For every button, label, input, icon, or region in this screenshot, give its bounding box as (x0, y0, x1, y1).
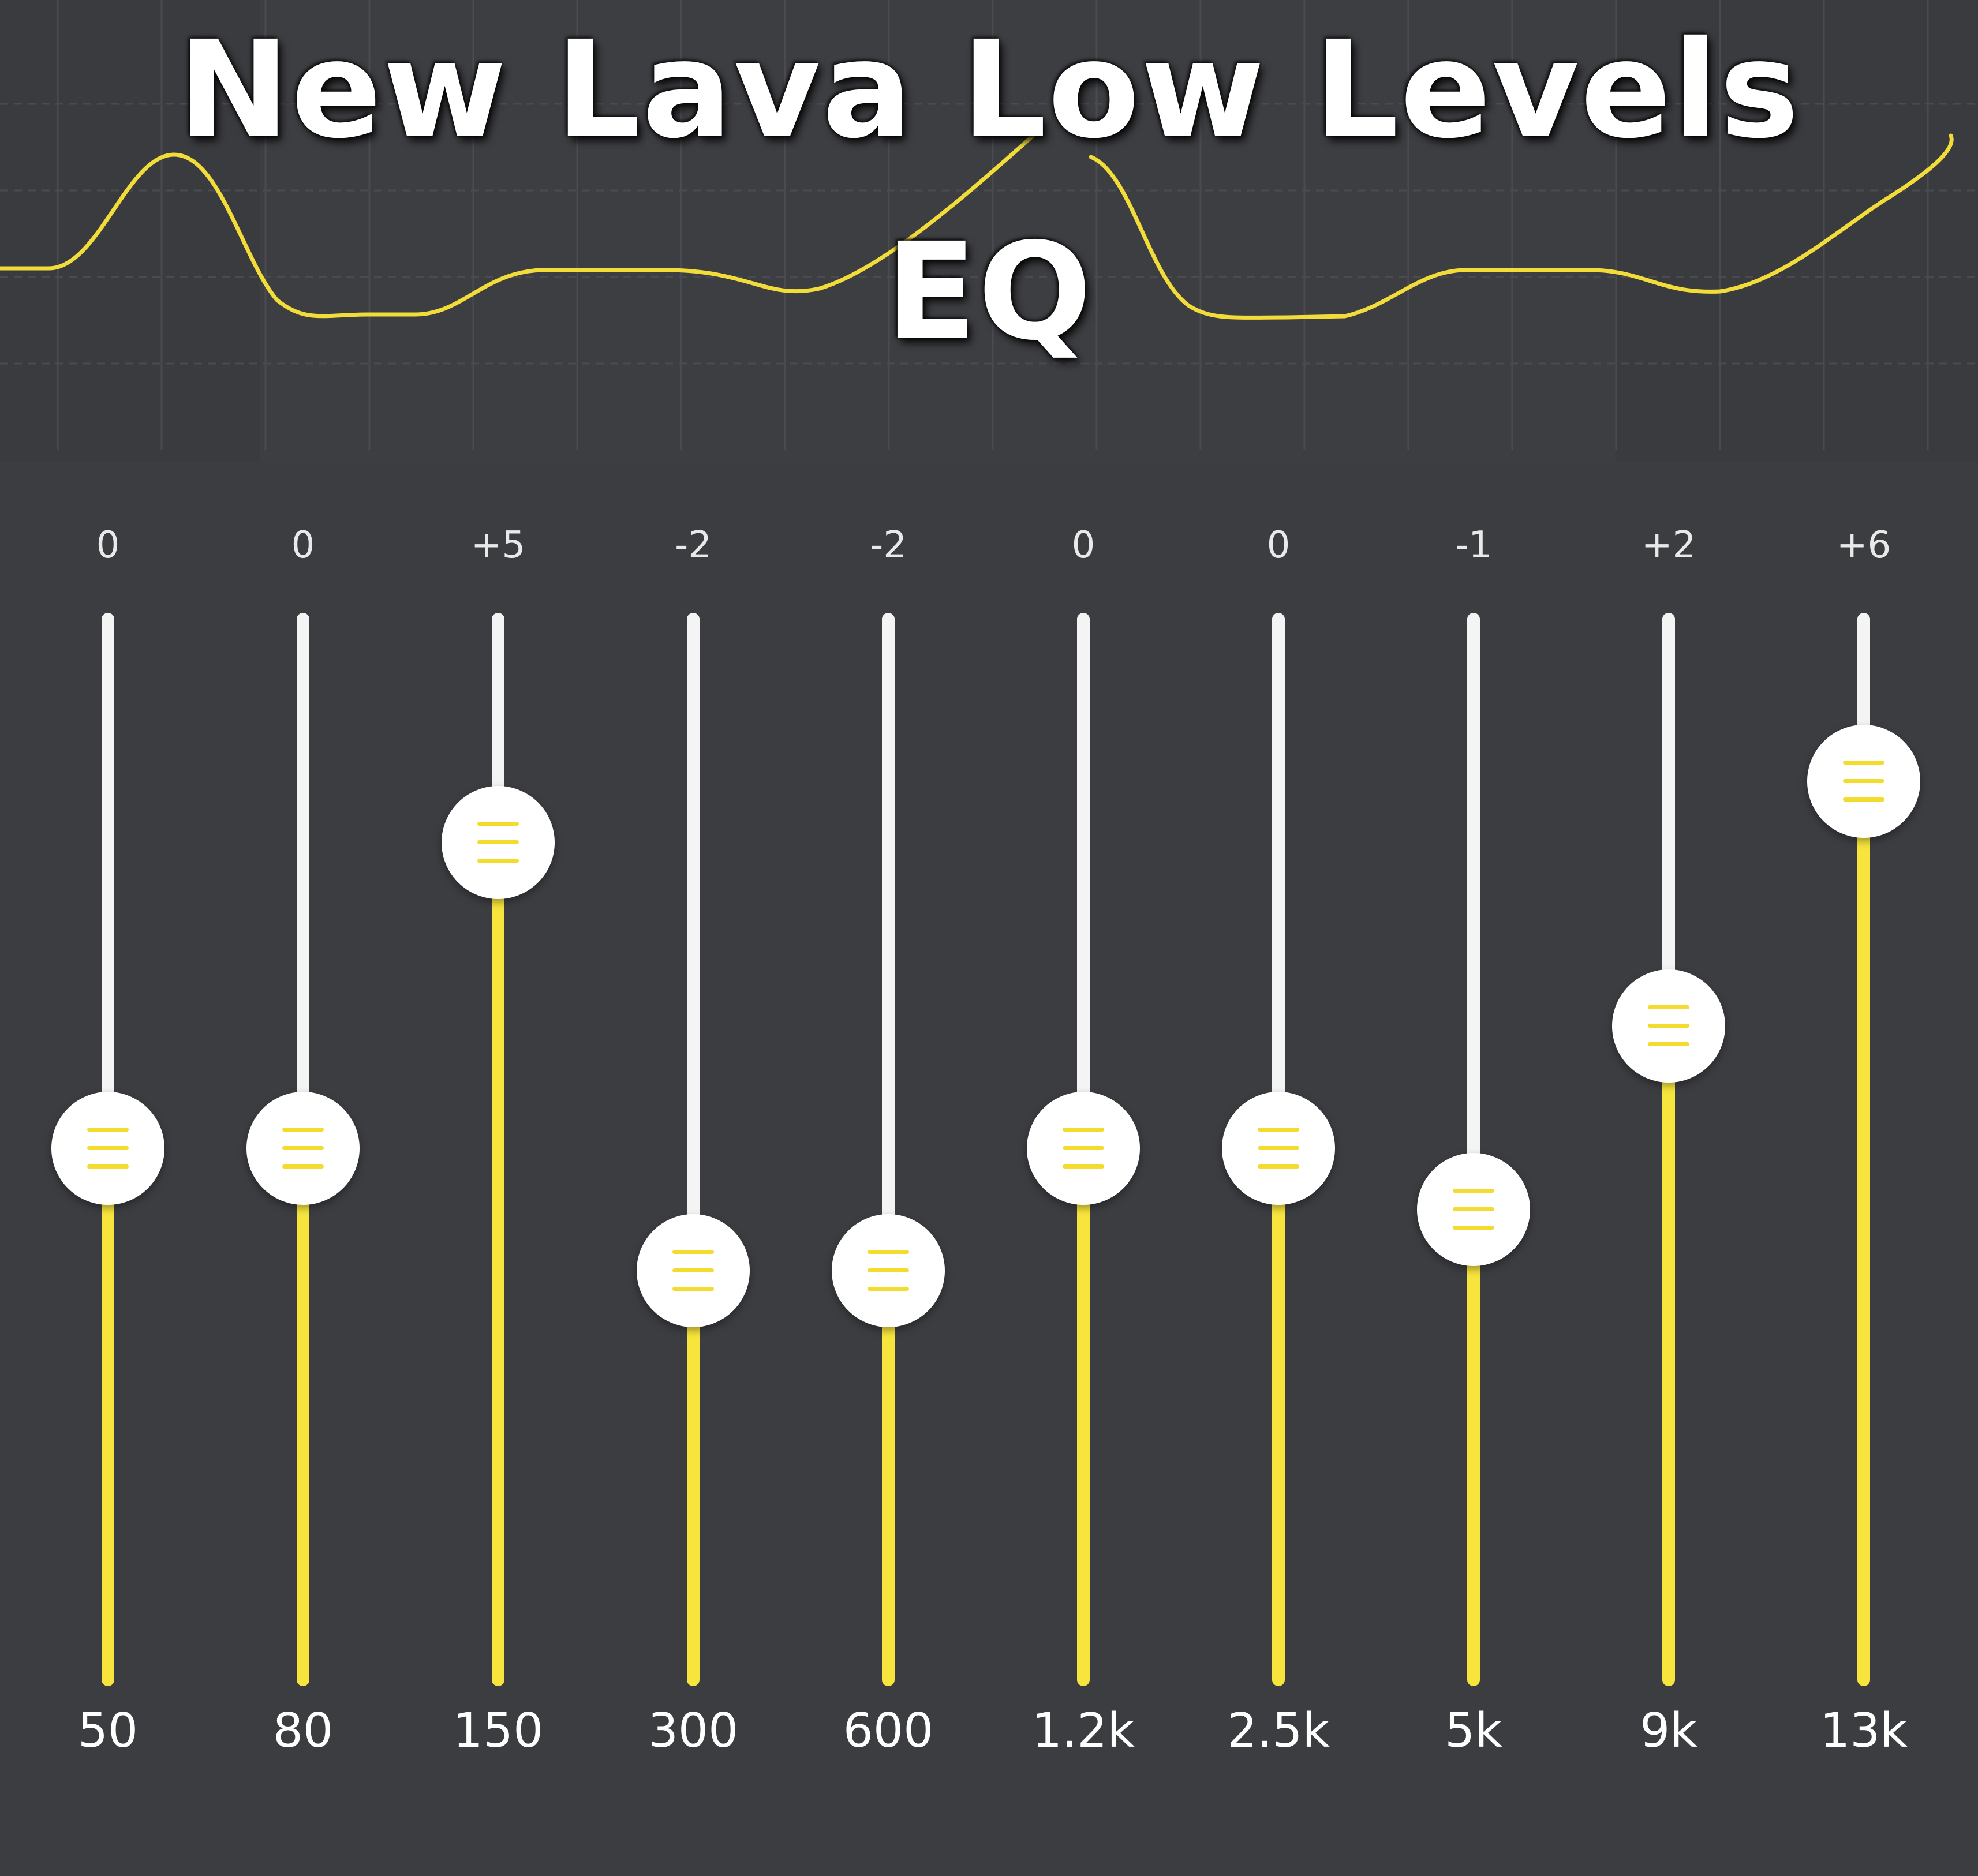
eq-band-150: +5 150 (423, 462, 573, 1876)
gain-value-label: -2 (870, 524, 907, 567)
grip-lines-icon (87, 1146, 129, 1150)
grip-lines-icon (282, 1164, 324, 1169)
slider-track-fill[interactable] (1857, 781, 1870, 1686)
slider-track-fill[interactable] (687, 1271, 700, 1686)
eq-band-9k: +2 9k (1594, 462, 1744, 1876)
frequency-label: 600 (843, 1703, 934, 1758)
eq-band-600: -2 600 (813, 462, 963, 1876)
slider-track-fill[interactable] (1077, 1148, 1090, 1686)
page-title: New Lava Low Levels (177, 12, 1801, 168)
eq-curve (0, 133, 1954, 320)
grip-lines-icon (1258, 1146, 1299, 1150)
slider-track-fill[interactable] (1662, 1026, 1675, 1686)
eq-response-graph: New Lava Low Levels EQ (0, 0, 1978, 462)
eq-band-80: 0 80 (228, 462, 378, 1876)
grip-lines-icon (672, 1268, 714, 1272)
grip-lines-icon (672, 1250, 714, 1254)
slider-knob[interactable] (1027, 1092, 1140, 1205)
grip-lines-icon (477, 840, 519, 844)
grip-lines-icon (1063, 1164, 1104, 1169)
grip-lines-icon (477, 822, 519, 826)
slider-knob[interactable] (51, 1092, 164, 1205)
grip-lines-icon (868, 1250, 909, 1254)
frequency-label: 2.5k (1227, 1703, 1330, 1758)
page-subtitle: EQ (885, 214, 1093, 370)
slider-track-fill[interactable] (492, 842, 504, 1686)
slider-track-upper[interactable] (882, 613, 895, 1271)
slider-track-fill[interactable] (1272, 1148, 1285, 1686)
gain-value-label: -2 (675, 524, 712, 567)
eq-band-5k: -1 5k (1399, 462, 1549, 1876)
slider-track-upper[interactable] (1467, 613, 1480, 1210)
eq-curve-canvas (0, 0, 1978, 462)
grip-lines-icon (1843, 797, 1884, 802)
grip-lines-icon (282, 1128, 324, 1132)
grip-lines-icon (1453, 1226, 1494, 1230)
gain-value-label: 0 (1071, 524, 1095, 567)
eq-band-2.5k: 0 2.5k (1203, 462, 1353, 1876)
gain-value-label: 0 (1266, 524, 1291, 567)
frequency-label: 1.2k (1032, 1703, 1135, 1758)
slider-knob[interactable] (1222, 1092, 1335, 1205)
slider-knob[interactable] (442, 786, 555, 899)
slider-knob[interactable] (246, 1092, 360, 1205)
gain-value-label: -1 (1455, 524, 1492, 567)
slider-knob[interactable] (1807, 725, 1920, 838)
grip-lines-icon (868, 1268, 909, 1272)
gain-value-label: 0 (96, 524, 120, 567)
grip-lines-icon (87, 1164, 129, 1169)
frequency-label: 13k (1820, 1703, 1908, 1758)
grip-lines-icon (87, 1128, 129, 1132)
slider-track-upper[interactable] (102, 613, 114, 1148)
gain-value-label: 0 (291, 524, 315, 567)
frequency-label: 150 (453, 1703, 544, 1758)
slider-knob[interactable] (1417, 1153, 1530, 1266)
grip-lines-icon (1258, 1164, 1299, 1169)
frequency-label: 9k (1640, 1703, 1697, 1758)
grip-lines-icon (868, 1287, 909, 1291)
grip-lines-icon (1843, 779, 1884, 783)
grip-lines-icon (282, 1146, 324, 1150)
gain-value-label: +6 (1836, 524, 1891, 567)
eq-band-50: 0 50 (33, 462, 183, 1876)
gain-value-label: +5 (470, 524, 526, 567)
grip-lines-icon (477, 859, 519, 863)
slider-knob[interactable] (1612, 969, 1725, 1083)
slider-track-fill[interactable] (882, 1271, 895, 1686)
slider-track-upper[interactable] (1077, 613, 1090, 1148)
slider-knob[interactable] (832, 1214, 945, 1327)
grip-lines-icon (1063, 1128, 1104, 1132)
slider-knob[interactable] (637, 1214, 750, 1327)
frequency-label: 80 (272, 1703, 334, 1758)
grip-lines-icon (1648, 1024, 1689, 1028)
grip-lines-icon (1843, 761, 1884, 765)
grip-lines-icon (1648, 1005, 1689, 1009)
frequency-label: 300 (648, 1703, 739, 1758)
eq-band-13k: +6 13k (1789, 462, 1939, 1876)
eq-band-1.2k: 0 1.2k (1008, 462, 1158, 1876)
slider-track-upper[interactable] (1662, 613, 1675, 1026)
slider-track-upper[interactable] (1272, 613, 1285, 1148)
slider-track-upper[interactable] (492, 613, 504, 842)
grip-lines-icon (1453, 1189, 1494, 1193)
slider-track-upper[interactable] (687, 613, 700, 1271)
grip-lines-icon (1648, 1042, 1689, 1046)
grip-lines-icon (672, 1287, 714, 1291)
frequency-label: 50 (77, 1703, 139, 1758)
slider-track-fill[interactable] (102, 1148, 114, 1686)
slider-track-fill[interactable] (297, 1148, 309, 1686)
frequency-label: 5k (1445, 1703, 1502, 1758)
equalizer-panel: 0 50 0 80 +5 150 -2 300 -2 600 0 1.2k 0 2.5k -1 5k +2 9k +… (0, 462, 1978, 1876)
gain-value-label: +2 (1641, 524, 1696, 567)
slider-track-upper[interactable] (297, 613, 309, 1148)
eq-band-300: -2 300 (618, 462, 768, 1876)
slider-track-fill[interactable] (1467, 1210, 1480, 1686)
grip-lines-icon (1258, 1128, 1299, 1132)
grip-lines-icon (1453, 1207, 1494, 1211)
grip-lines-icon (1063, 1146, 1104, 1150)
